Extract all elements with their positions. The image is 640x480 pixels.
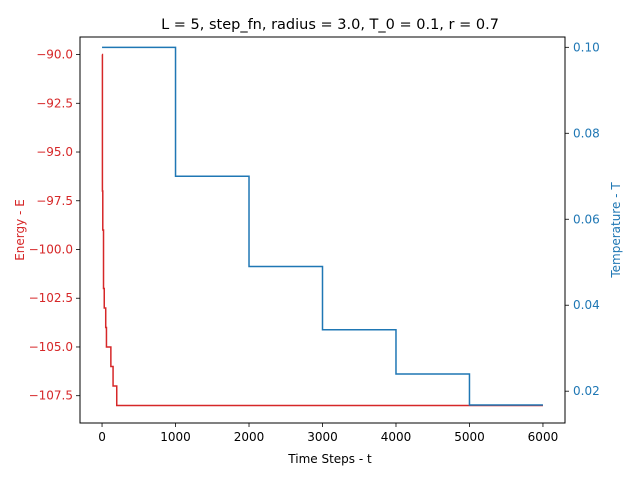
x-axis-label: Time Steps - t (287, 452, 372, 466)
right-y-axis: 0.02 0.04 0.06 0.08 0.10 (565, 40, 600, 398)
left-y-tick-label: −90.0 (36, 48, 73, 62)
left-y-tick-label: −95.0 (36, 145, 73, 159)
plot-series (101, 46, 543, 407)
x-tick-label: 6000 (528, 430, 559, 444)
x-tick-label: 5000 (454, 430, 485, 444)
right-y-tick-label: 0.06 (573, 212, 600, 226)
left-y-tick-label: −100.0 (29, 242, 73, 256)
left-y-tick-label: −97.5 (36, 194, 73, 208)
left-y-axis-label: Energy - E (13, 199, 27, 261)
plot-frame (79, 36, 566, 424)
right-y-axis-label: Temperature - T (609, 182, 623, 279)
x-tick-label: 2000 (234, 430, 265, 444)
right-y-tick-label: 0.04 (573, 298, 600, 312)
left-y-tick-label: −92.5 (36, 96, 73, 110)
temperature-series-line (102, 46, 543, 406)
x-tick-label: 0 (98, 430, 106, 444)
chart-title: L = 5, step_fn, radius = 3.0, T_0 = 0.1,… (161, 17, 499, 33)
right-y-tick-label: 0.02 (573, 384, 600, 398)
right-y-tick-label: 0.08 (573, 126, 600, 140)
left-y-tick-label: −107.5 (29, 389, 73, 403)
right-y-tick-label: 0.10 (573, 40, 600, 54)
energy-series-line (101, 53, 543, 407)
x-tick-label: 4000 (381, 430, 412, 444)
left-y-tick-label: −105.0 (29, 340, 73, 354)
x-axis: 0 1000 2000 3000 4000 5000 6000 (98, 423, 558, 444)
x-tick-label: 3000 (307, 430, 338, 444)
x-tick-label: 1000 (160, 430, 191, 444)
left-y-axis: −90.0 −92.5 −95.0 −97.5 −100.0 −102.5 −105.0 −1… (29, 48, 80, 403)
left-y-tick-label: −102.5 (29, 291, 73, 305)
